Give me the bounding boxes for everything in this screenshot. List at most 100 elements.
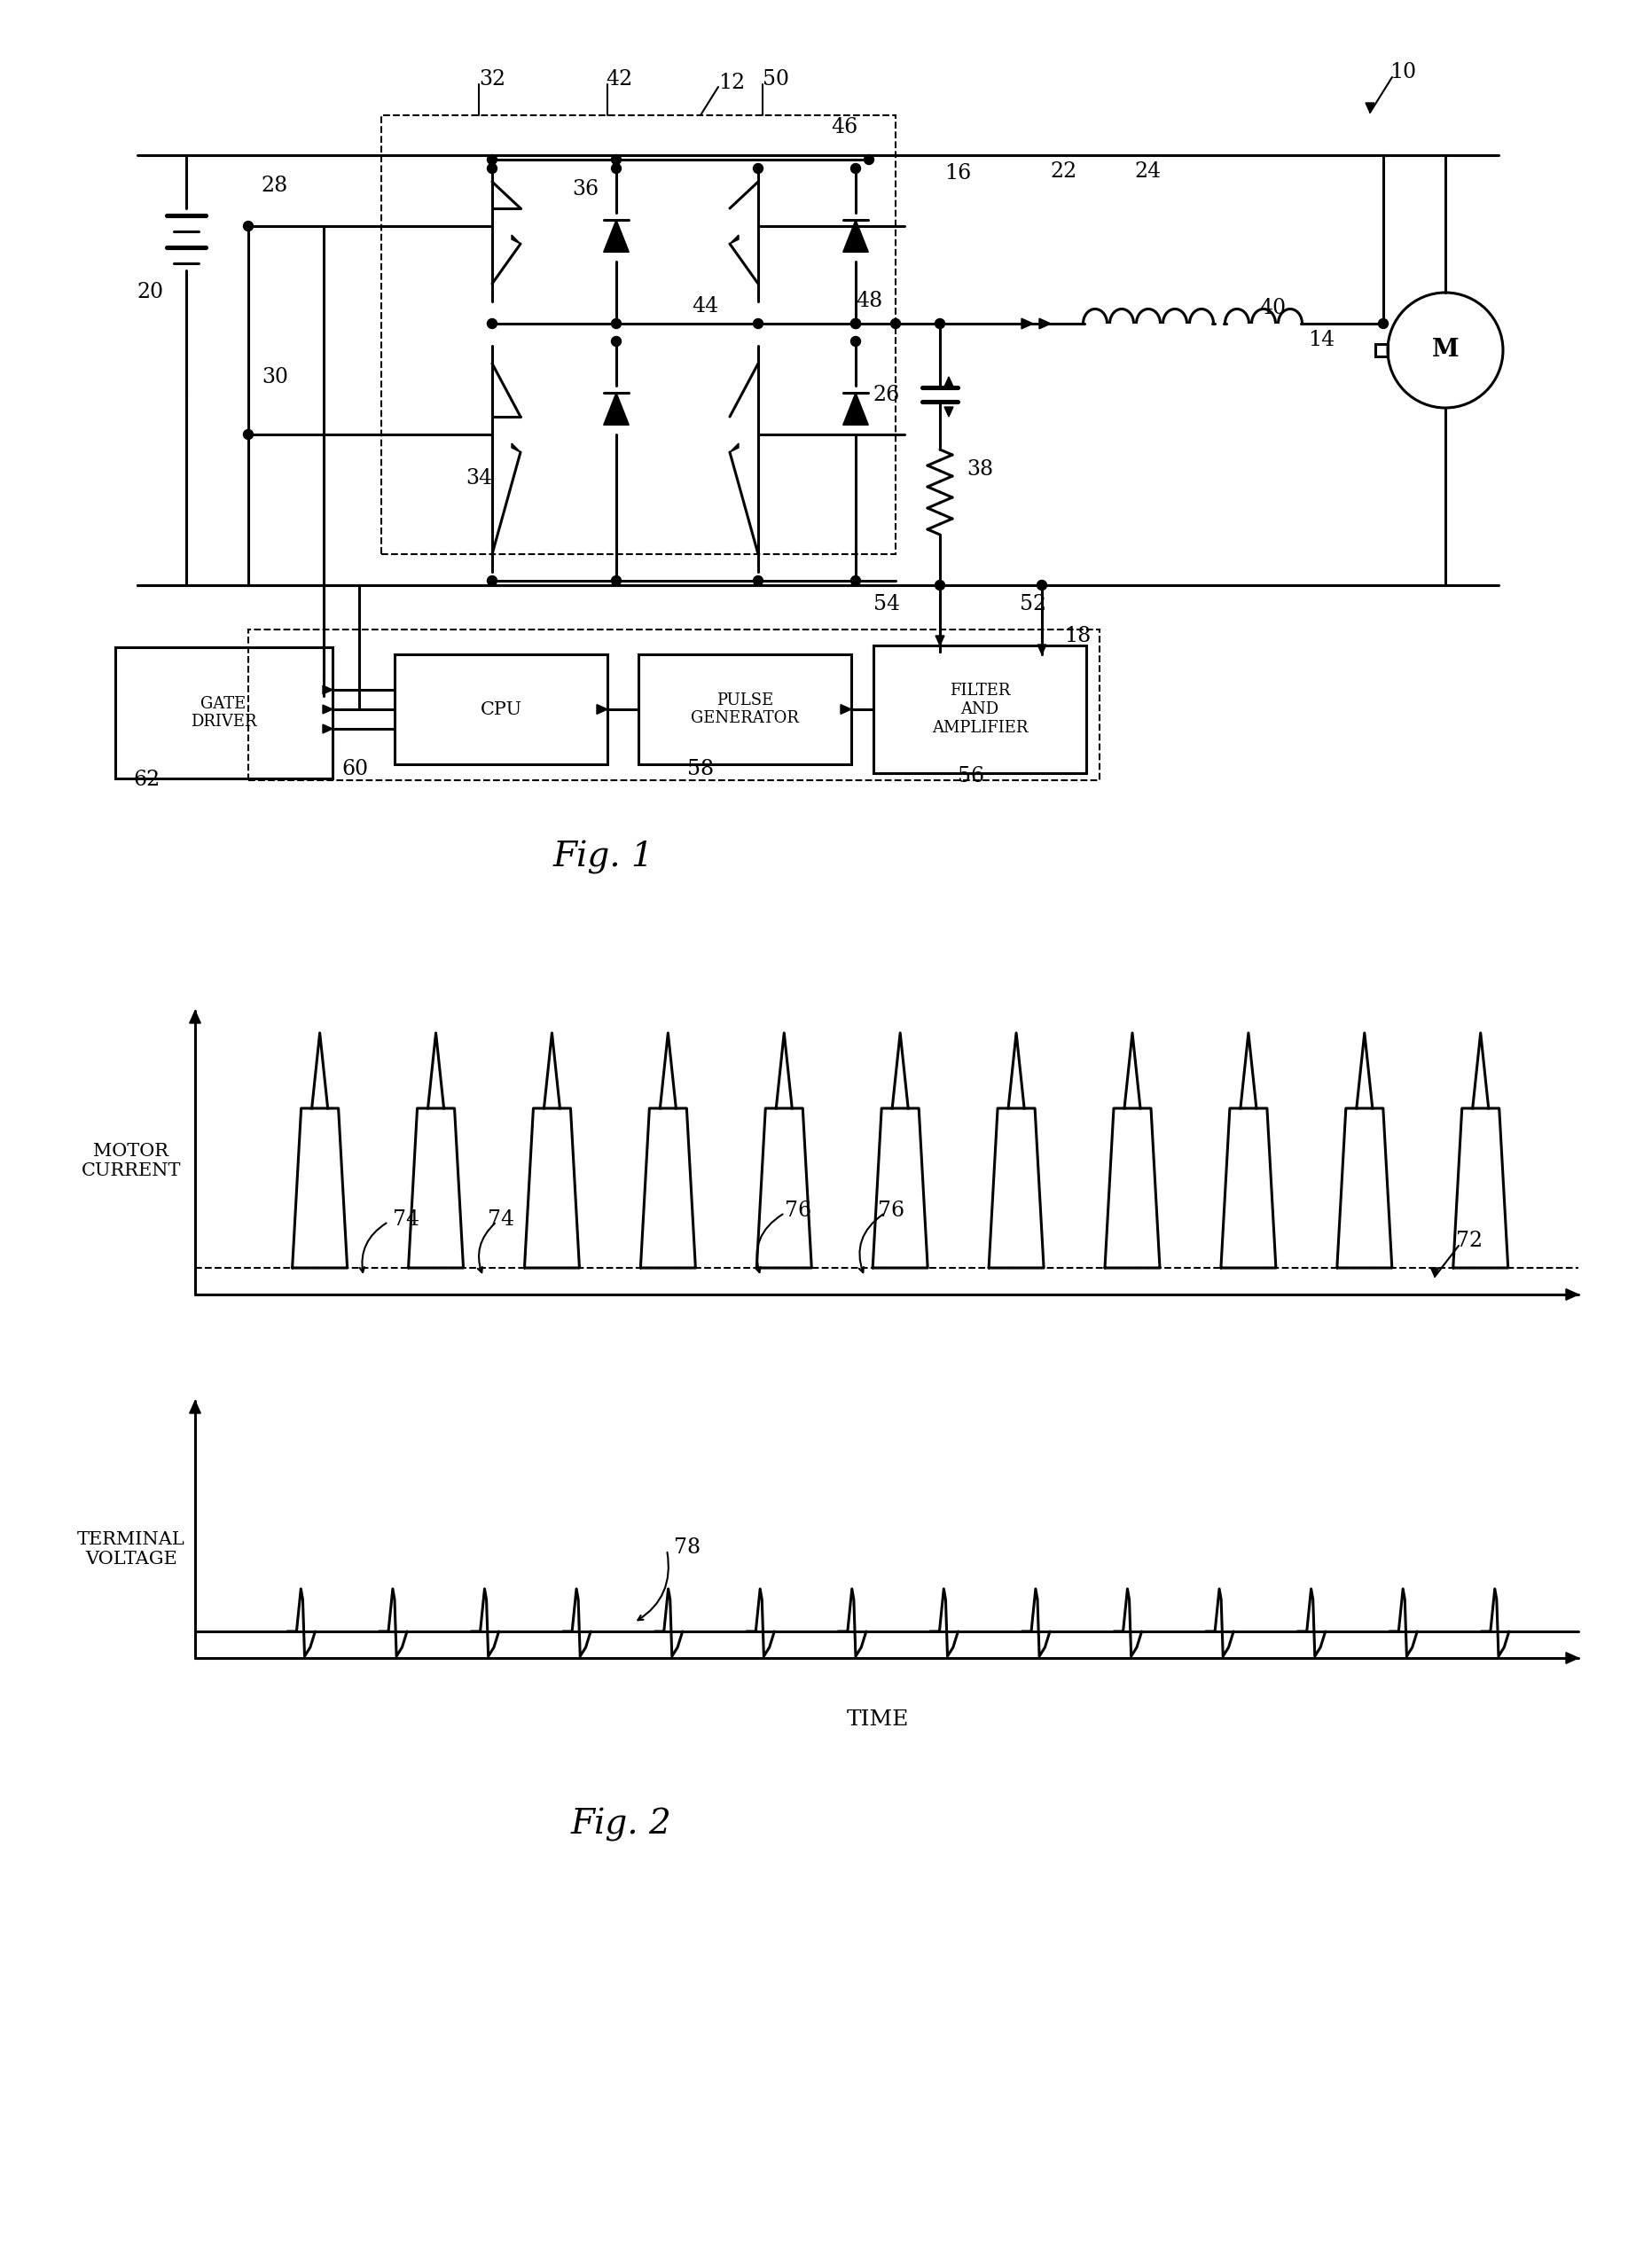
Circle shape	[1037, 581, 1047, 590]
Polygon shape	[1566, 1288, 1579, 1300]
Text: 44: 44	[692, 295, 718, 315]
Circle shape	[753, 163, 762, 172]
Polygon shape	[1037, 644, 1047, 655]
Polygon shape	[730, 442, 738, 451]
Circle shape	[612, 336, 622, 347]
Text: 34: 34	[466, 469, 492, 490]
Polygon shape	[841, 705, 851, 714]
Text: 38: 38	[967, 460, 993, 481]
Polygon shape	[1566, 1653, 1579, 1665]
Text: 62: 62	[133, 771, 160, 792]
Bar	[381, 116, 895, 553]
Text: TIME: TIME	[847, 1710, 910, 1730]
Text: 30: 30	[262, 367, 288, 388]
Text: 52: 52	[1019, 594, 1047, 615]
Text: 18: 18	[1063, 626, 1091, 646]
Text: PULSE
GENERATOR: PULSE GENERATOR	[690, 692, 798, 726]
Circle shape	[753, 576, 762, 585]
Text: 40: 40	[1260, 297, 1286, 318]
Circle shape	[488, 154, 497, 166]
Polygon shape	[322, 685, 332, 694]
Text: 74: 74	[488, 1209, 514, 1229]
Polygon shape	[604, 220, 628, 252]
Circle shape	[753, 320, 762, 329]
Text: 26: 26	[874, 383, 900, 404]
Text: 60: 60	[342, 760, 368, 780]
Text: Fig. 2: Fig. 2	[571, 1808, 671, 1842]
Polygon shape	[843, 392, 869, 424]
Polygon shape	[944, 376, 954, 386]
Polygon shape	[843, 220, 869, 252]
Text: 32: 32	[479, 70, 506, 91]
Bar	[638, 655, 851, 764]
Text: 56: 56	[957, 767, 985, 787]
Text: 12: 12	[718, 73, 744, 93]
Polygon shape	[322, 723, 332, 733]
Circle shape	[864, 154, 874, 166]
Text: M: M	[1432, 338, 1459, 363]
Polygon shape	[190, 1402, 201, 1413]
Polygon shape	[190, 1012, 201, 1023]
Text: 10: 10	[1389, 64, 1417, 84]
Circle shape	[612, 320, 622, 329]
Polygon shape	[1432, 1268, 1438, 1277]
Circle shape	[851, 576, 861, 585]
Circle shape	[488, 163, 497, 172]
Text: 36: 36	[573, 179, 599, 200]
Circle shape	[851, 320, 861, 329]
Polygon shape	[1039, 318, 1050, 329]
Circle shape	[1379, 320, 1389, 329]
Text: MOTOR
CURRENT: MOTOR CURRENT	[82, 1143, 182, 1179]
Circle shape	[936, 320, 946, 329]
Polygon shape	[322, 705, 332, 714]
Text: 22: 22	[1050, 161, 1078, 181]
Text: 76: 76	[879, 1200, 905, 1220]
Polygon shape	[944, 406, 954, 417]
Text: 78: 78	[674, 1538, 700, 1558]
Bar	[115, 646, 332, 778]
Circle shape	[936, 581, 946, 590]
Text: 14: 14	[1307, 329, 1335, 349]
Bar	[1376, 345, 1387, 356]
Circle shape	[851, 163, 861, 172]
Text: 46: 46	[831, 116, 857, 136]
Polygon shape	[604, 392, 628, 424]
Polygon shape	[512, 236, 520, 245]
Polygon shape	[730, 236, 738, 245]
Circle shape	[612, 576, 622, 585]
Polygon shape	[1021, 318, 1032, 329]
Text: 58: 58	[687, 760, 713, 780]
Polygon shape	[1366, 102, 1374, 113]
Text: 50: 50	[762, 70, 789, 91]
Text: 16: 16	[944, 163, 972, 184]
Circle shape	[488, 320, 497, 329]
Text: TERMINAL
VOLTAGE: TERMINAL VOLTAGE	[77, 1531, 185, 1567]
Text: 48: 48	[856, 290, 882, 311]
Circle shape	[244, 429, 254, 440]
Polygon shape	[512, 442, 520, 451]
Text: 20: 20	[137, 284, 164, 304]
Text: Fig. 1: Fig. 1	[553, 841, 653, 873]
Text: 54: 54	[874, 594, 900, 615]
Bar	[394, 655, 607, 764]
Text: 74: 74	[393, 1209, 419, 1229]
Text: 24: 24	[1135, 161, 1162, 181]
Text: 28: 28	[262, 177, 288, 197]
Polygon shape	[597, 705, 607, 714]
Text: CPU: CPU	[479, 701, 522, 717]
Circle shape	[244, 222, 254, 231]
Circle shape	[890, 320, 900, 329]
Bar	[249, 631, 1099, 780]
Text: 42: 42	[605, 70, 633, 91]
Circle shape	[488, 576, 497, 585]
Polygon shape	[936, 635, 944, 646]
Circle shape	[612, 163, 622, 172]
Circle shape	[851, 320, 861, 329]
Text: FILTER
AND
AMPLIFIER: FILTER AND AMPLIFIER	[933, 683, 1027, 735]
Text: 76: 76	[785, 1200, 811, 1220]
Circle shape	[612, 154, 622, 166]
Text: GATE
DRIVER: GATE DRIVER	[190, 696, 257, 730]
Circle shape	[851, 336, 861, 347]
Text: 72: 72	[1456, 1232, 1482, 1252]
Bar	[874, 646, 1086, 773]
